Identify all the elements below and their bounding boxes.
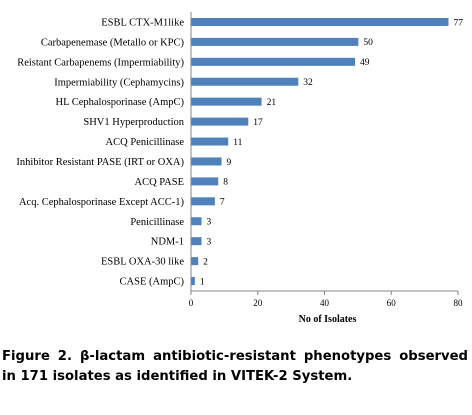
bar	[191, 57, 356, 66]
category-label: Impermiability (Cephamycins)	[54, 77, 184, 88]
data-label: 2	[203, 257, 208, 267]
category-label: NDM-1	[151, 237, 184, 248]
category-label: Carbapenemase (Metallo or KPC)	[41, 37, 185, 48]
x-tick-label: 60	[387, 298, 397, 308]
bar	[191, 117, 249, 126]
category-label: ESBL CTX-M1like	[101, 17, 184, 28]
data-label: 77	[453, 18, 463, 28]
x-tick-label: 20	[253, 298, 263, 308]
category-label: SHV1 Hyperproduction	[83, 117, 184, 128]
bar	[191, 197, 215, 206]
x-tick-label: 80	[454, 298, 464, 308]
data-label: 21	[267, 98, 277, 108]
bar	[191, 237, 202, 246]
bar-chart: ESBL CTX-M1like Carbapenemase (Metallo or…	[16, 12, 463, 325]
data-label: 32	[303, 78, 313, 88]
bars	[191, 17, 449, 286]
data-label: 50	[363, 38, 373, 48]
x-tick-label: 40	[320, 298, 330, 308]
data-label: 8	[223, 178, 228, 188]
bar	[191, 277, 195, 286]
category-labels: ESBL CTX-M1like Carbapenemase (Metallo or…	[16, 17, 184, 287]
category-label: Acq. Cephalosporinase Except ACC-1)	[19, 197, 185, 208]
bar	[191, 137, 229, 146]
figure-caption: Figure 2. β-lactam antibiotic-resistant …	[2, 349, 468, 384]
data-label: 11	[233, 138, 242, 148]
category-label: Reistant Carbapenems (Impermiability)	[17, 57, 184, 68]
data-label: 3	[207, 218, 212, 228]
x-axis-title: No of Isolates	[299, 314, 357, 325]
category-label: ESBL OXA-30 like	[101, 257, 184, 268]
data-label: 17	[253, 118, 263, 128]
bar	[191, 157, 222, 166]
data-label: 9	[227, 158, 232, 168]
category-label: Penicillinase	[130, 217, 184, 228]
bar	[191, 17, 449, 26]
bar	[191, 77, 299, 86]
x-axis-ticks: 0 20 40 60 80	[189, 291, 463, 308]
data-label: 49	[360, 58, 370, 68]
bar	[191, 217, 202, 226]
bar	[191, 177, 219, 186]
category-label: Inhibitor Resistant PASE (IRT or OXA)	[16, 157, 184, 168]
bar	[191, 97, 262, 106]
x-tick-label: 0	[189, 298, 194, 308]
data-label: 7	[220, 198, 225, 208]
category-label: CASE (AmpC)	[120, 277, 185, 288]
category-label: ACQ PASE	[134, 177, 184, 188]
bar	[191, 37, 359, 46]
bar	[191, 257, 199, 266]
data-label: 1	[200, 277, 205, 287]
data-label: 3	[207, 237, 212, 247]
category-label: HL Cephalosporinase (AmpC)	[55, 97, 184, 108]
category-label: ACQ Penicillinase	[106, 137, 185, 148]
